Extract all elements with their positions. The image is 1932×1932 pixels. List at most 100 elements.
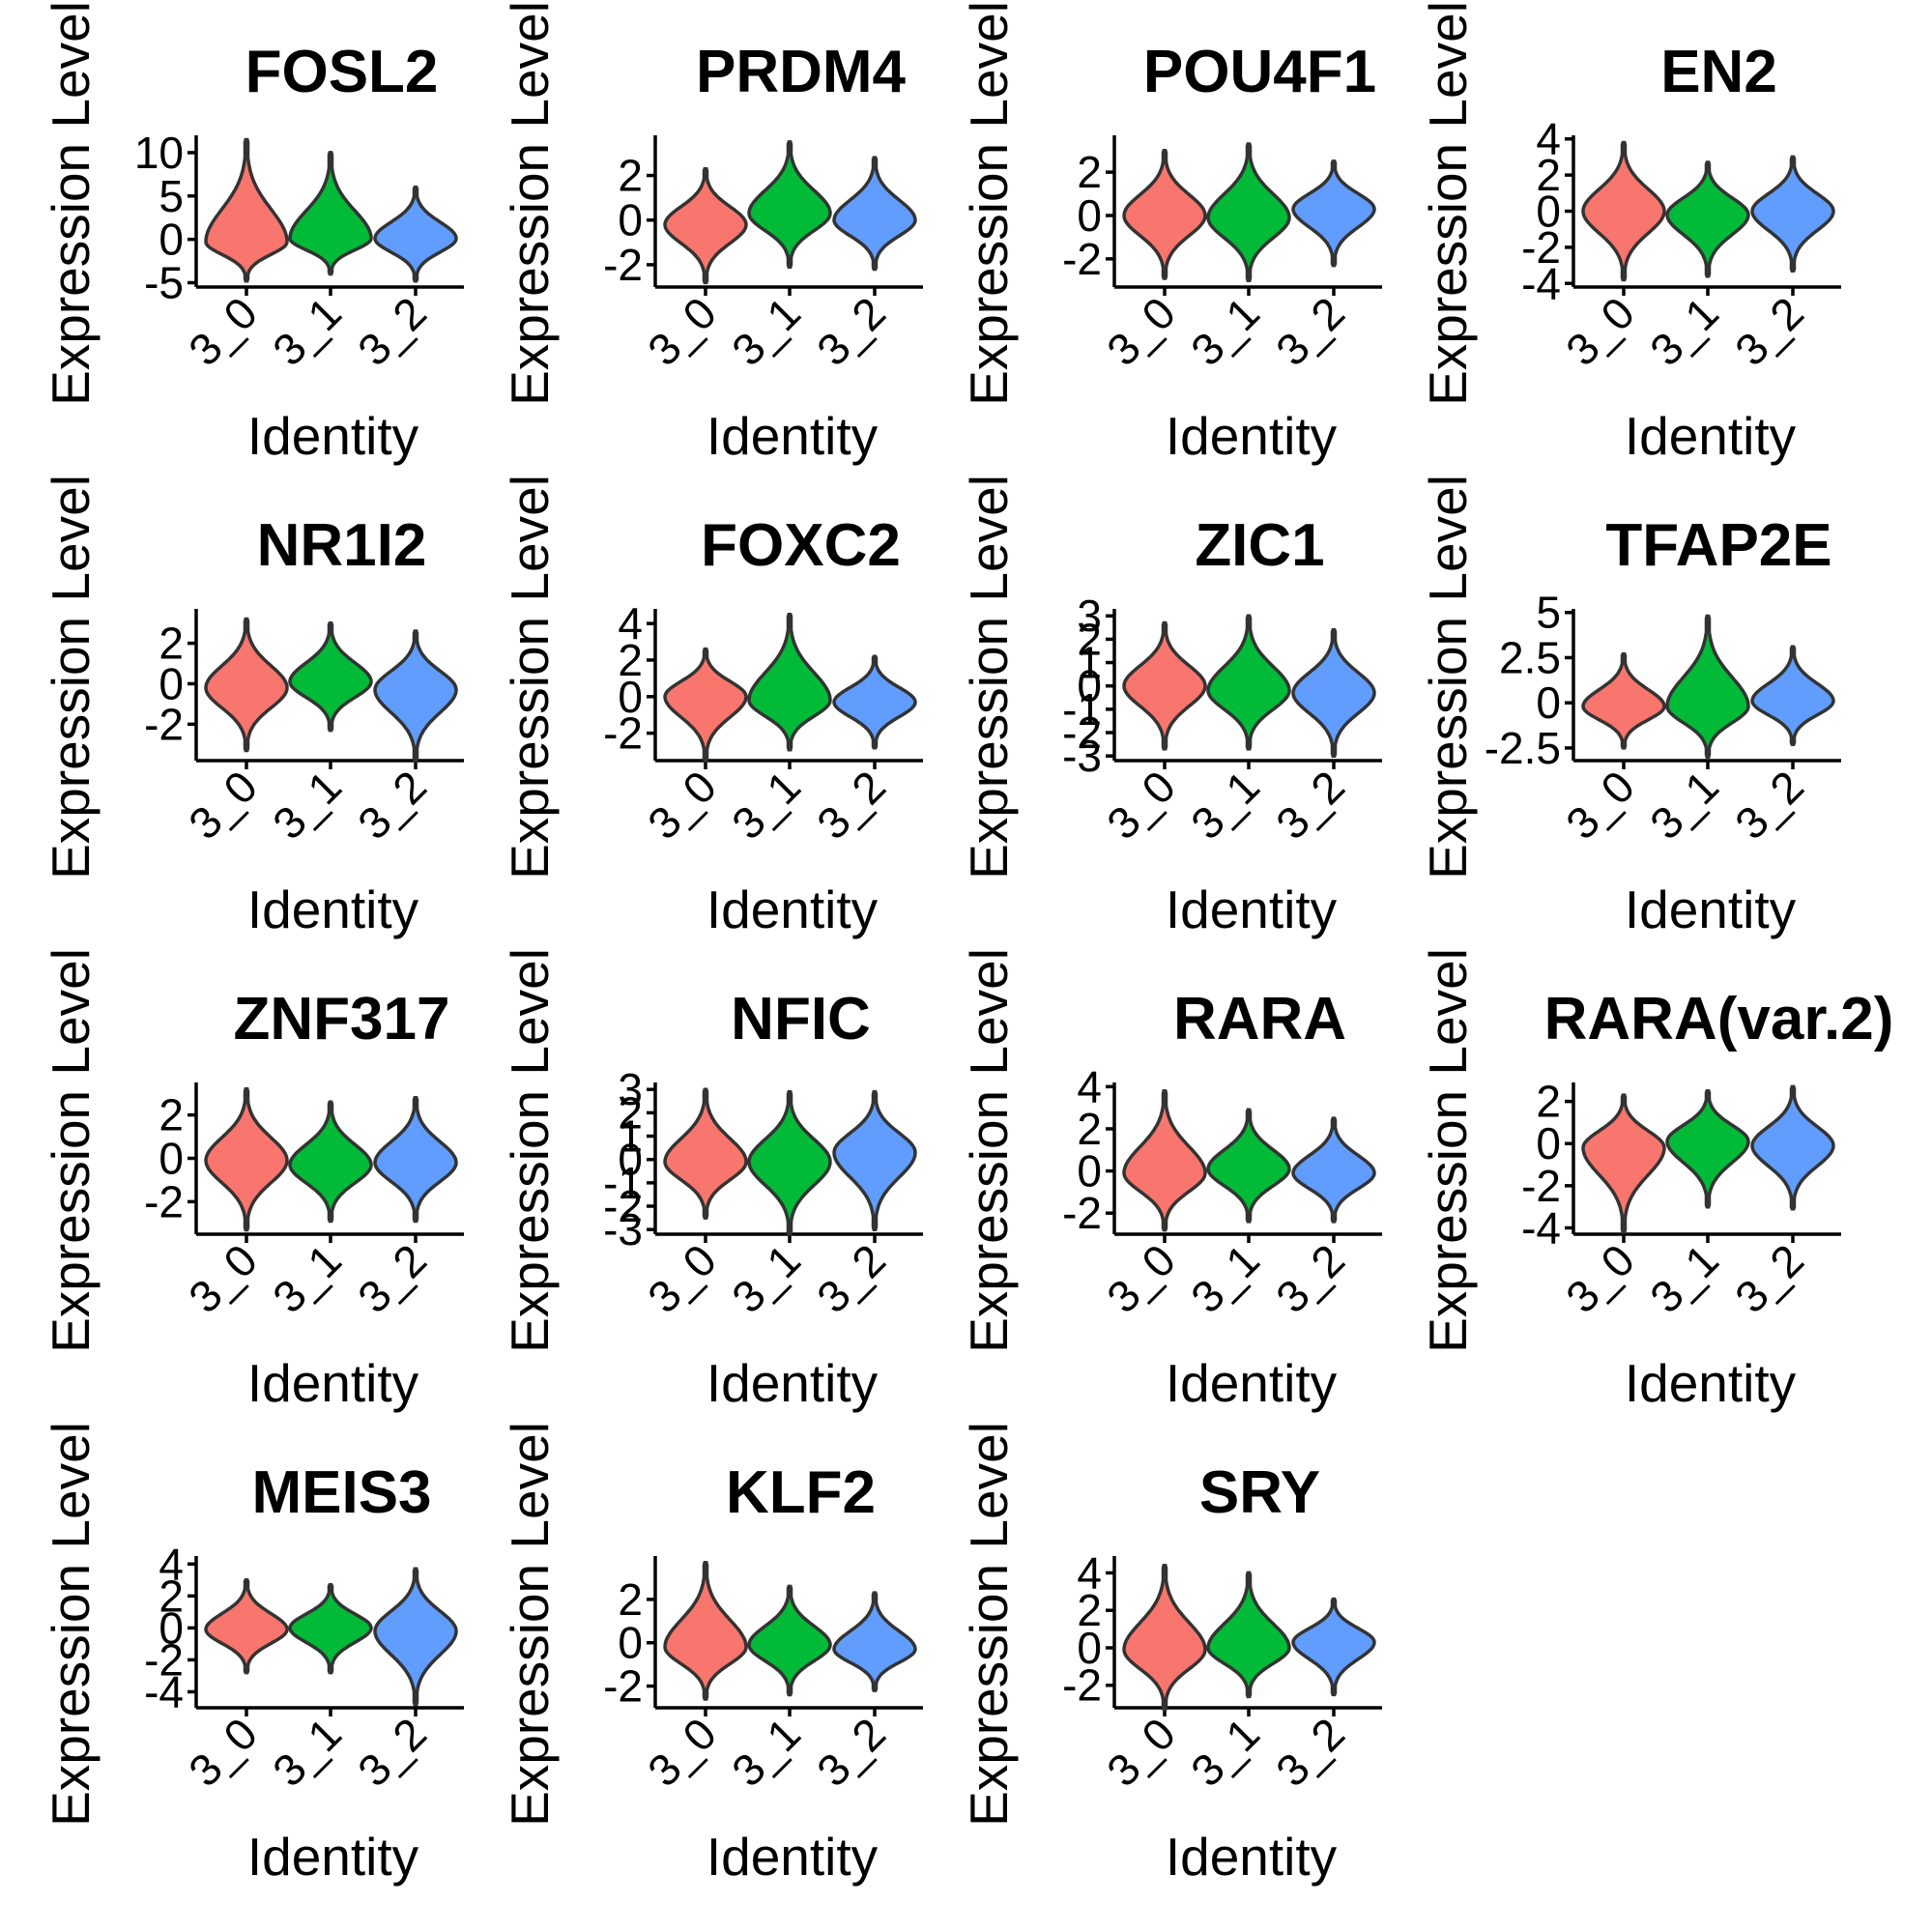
- violin-3-1: [747, 612, 832, 752]
- x-tick-label: 3_2: [807, 1234, 895, 1322]
- violin-3-1: [1206, 1108, 1291, 1224]
- x-tick-label: 3_1: [1640, 761, 1728, 849]
- y-tick-label: 0: [1077, 1146, 1102, 1197]
- x-axis-title: Identity: [1166, 1353, 1338, 1413]
- y-tick-label: -3: [1062, 731, 1102, 781]
- y-tick-label: -2.5: [1485, 723, 1561, 773]
- violin-3-2: [832, 654, 917, 750]
- y-tick-label: -2: [1521, 222, 1561, 273]
- x-tick-label: 3_2: [1266, 1708, 1354, 1796]
- panel-title: NFIC: [731, 986, 871, 1053]
- x-axis-title: Identity: [247, 406, 419, 466]
- x-tick-label: 3_0: [1556, 761, 1644, 849]
- x-tick-label: 3_0: [1097, 1708, 1185, 1796]
- y-tick-label: 0: [159, 215, 184, 265]
- violin-3-2: [832, 1591, 917, 1692]
- violin-3-0: [663, 166, 748, 285]
- y-axis-title: Expression Level: [500, 475, 560, 879]
- violin-3-1: [747, 140, 832, 269]
- violin-3-1: [288, 1100, 373, 1224]
- x-tick-label: 3_2: [348, 1234, 436, 1322]
- violin-3-0: [663, 1560, 748, 1701]
- violin-3-1: [288, 151, 373, 276]
- violin-3-1: [1206, 142, 1291, 283]
- panel-title: NR1I2: [257, 512, 427, 579]
- y-tick-label: -2: [144, 1634, 184, 1685]
- x-axis-title: Identity: [247, 1353, 419, 1413]
- y-tick-label: -1: [1062, 684, 1102, 735]
- x-tick-label: 3_1: [263, 287, 351, 375]
- violin-3-2: [373, 1095, 458, 1224]
- violin-3-1: [1206, 614, 1291, 751]
- y-tick-label: 5: [1536, 588, 1561, 638]
- y-tick-label: -4: [144, 1666, 184, 1716]
- x-axis-title: Identity: [1625, 406, 1797, 466]
- y-tick-label: 3: [618, 1064, 643, 1114]
- y-tick-label: 0: [618, 195, 643, 245]
- y-tick-label: 3: [1077, 591, 1102, 641]
- panel-rara: RARA Expression Level Identity 420-23_03_13…: [959, 948, 1382, 1413]
- x-tick-label: 3_1: [1640, 287, 1728, 375]
- violin-3-1: [1665, 160, 1750, 278]
- y-tick-label: -2: [144, 699, 184, 749]
- y-tick-label: 0: [1536, 187, 1561, 237]
- y-tick-label: 2: [159, 619, 184, 669]
- x-tick-label: 3_1: [1181, 287, 1269, 375]
- x-tick-label: 3_1: [263, 1234, 351, 1322]
- x-tick-label: 3_0: [1556, 287, 1644, 375]
- x-tick-label: 3_2: [1266, 1234, 1354, 1322]
- violin-3-1: [288, 1582, 373, 1675]
- y-axis-title: Expression Level: [41, 1422, 101, 1827]
- y-tick-label: -2: [603, 708, 643, 759]
- y-tick-label: 2: [159, 1090, 184, 1140]
- y-tick-label: 2: [618, 151, 643, 201]
- violin-3-1: [747, 1089, 832, 1236]
- x-tick-label: 3_1: [263, 761, 351, 849]
- violin-3-0: [1581, 1093, 1666, 1234]
- x-tick-label: 3_1: [722, 1234, 810, 1322]
- x-tick-label: 3_0: [179, 287, 267, 375]
- y-tick-label: -2: [603, 1661, 643, 1712]
- y-tick-label: -2: [1062, 1188, 1102, 1238]
- y-tick-label: 2: [1077, 614, 1102, 664]
- panel-prdm4: PRDM4 Expression Level Identity 20-23_03_13…: [500, 1, 923, 466]
- x-axis-title: Identity: [706, 879, 879, 939]
- y-tick-label: 2: [1077, 1585, 1102, 1635]
- violin-3-2: [1750, 155, 1835, 273]
- x-tick-label: 3_0: [1097, 287, 1185, 375]
- x-axis-title: Identity: [1625, 1353, 1797, 1413]
- y-tick-label: -2: [1521, 1161, 1561, 1211]
- violin-3-1: [747, 1584, 832, 1697]
- x-tick-label: 3_1: [722, 287, 810, 375]
- violin-3-0: [1581, 140, 1666, 282]
- violin-3-2: [832, 1089, 917, 1231]
- y-tick-label: 0: [1077, 1623, 1102, 1673]
- x-axis-title: Identity: [247, 879, 419, 939]
- y-tick-label: 0: [1536, 1118, 1561, 1168]
- x-axis-title: Identity: [247, 1827, 419, 1887]
- y-tick-label: 4: [1536, 114, 1561, 164]
- panel-title: RARA(var.2): [1544, 986, 1894, 1053]
- y-tick-label: 2: [1536, 150, 1561, 200]
- y-axis-title: Expression Level: [41, 1, 101, 406]
- panel-title: POU4F1: [1143, 39, 1376, 105]
- x-tick-label: 3_1: [1181, 761, 1269, 849]
- y-tick-label: 2.5: [1499, 632, 1561, 682]
- x-tick-label: 3_2: [807, 761, 895, 849]
- x-axis-title: Identity: [706, 1827, 879, 1887]
- y-tick-label: 4: [1077, 1547, 1102, 1598]
- panel-sry: SRY Expression Level Identity 420-23_03_13_…: [959, 1422, 1382, 1887]
- violin-3-2: [1291, 159, 1376, 268]
- violin-3-2: [373, 1567, 458, 1707]
- y-axis-title: Expression Level: [1418, 948, 1478, 1353]
- y-axis-title: Expression Level: [1418, 1, 1478, 406]
- panel-klf2: KLF2 Expression Level Identity 20-23_03_13_…: [500, 1422, 923, 1887]
- x-axis-title: Identity: [1166, 879, 1338, 939]
- y-tick-label: 1: [618, 1111, 643, 1162]
- panel-title: EN2: [1660, 39, 1777, 105]
- panel-title: FOSL2: [245, 39, 439, 105]
- x-tick-label: 3_0: [179, 761, 267, 849]
